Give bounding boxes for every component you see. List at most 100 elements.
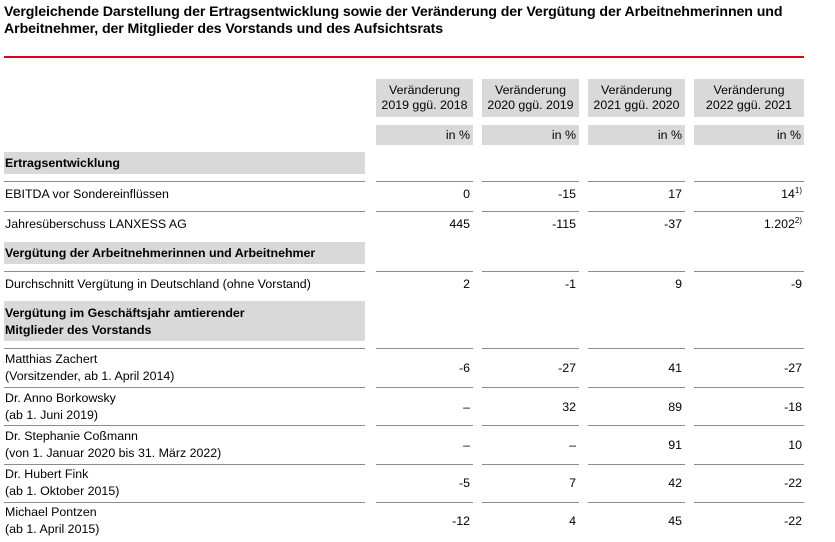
row-divider <box>694 387 804 388</box>
row-divider <box>376 181 473 182</box>
cell-value: 89 <box>668 400 682 414</box>
row-divider <box>694 211 804 212</box>
cell-value: -27 <box>558 361 576 375</box>
board-member-tenure: (ab 1. April 2015) <box>5 522 100 536</box>
row-divider <box>588 181 685 182</box>
cell-value: 1.202 <box>763 217 795 231</box>
cell-value: 10 <box>788 438 802 452</box>
column-header-line2: 2022 ggü. 2021 <box>705 98 793 112</box>
row-divider <box>4 502 365 503</box>
row-divider <box>482 387 579 388</box>
cell-value: – <box>463 400 470 414</box>
row-label-ebitda: EBITDA vor Sondereinflüssen <box>5 187 169 201</box>
cell-value: 42 <box>668 476 682 490</box>
row-divider <box>482 348 579 349</box>
row-divider <box>694 425 804 426</box>
cell-value: 4 <box>569 514 576 528</box>
cell-value: 14 <box>781 187 795 201</box>
row-label-board-member: Michael Pontzen (ab 1. April 2015) <box>4 504 365 538</box>
row-divider <box>482 271 579 272</box>
board-member-name: Dr. Stephanie Coßmann <box>5 429 138 443</box>
row-divider <box>4 425 365 426</box>
cell-value: -37 <box>664 217 682 231</box>
cell-value: -6 <box>458 361 470 375</box>
row-divider <box>482 502 579 503</box>
row-divider <box>4 348 365 349</box>
cell-value: -1 <box>564 277 576 291</box>
row-divider <box>694 348 804 349</box>
row-divider <box>588 425 685 426</box>
board-member-tenure: (Vorsitzender, ab 1. April 2014) <box>5 369 175 383</box>
board-member-tenure: (von 1. Januar 2020 bis 31. März 2022) <box>5 446 222 460</box>
row-label-durchschnitt: Durchschnitt Vergütung in Deutschland (o… <box>5 277 311 291</box>
row-divider <box>588 502 685 503</box>
column-unit: in % <box>588 125 685 145</box>
column-header-line1: Veränderung <box>495 83 566 97</box>
cell-value: 7 <box>569 476 576 490</box>
row-divider <box>588 211 685 212</box>
row-divider <box>694 271 804 272</box>
row-divider <box>376 271 473 272</box>
footnote-marker: 2) <box>794 216 802 225</box>
board-member-name: Michael Pontzen <box>5 505 97 519</box>
column-header-line1: Veränderung <box>389 83 460 97</box>
cell-value: -9 <box>790 277 802 291</box>
cell-value: -18 <box>784 400 802 414</box>
row-divider <box>376 464 473 465</box>
row-divider <box>376 211 473 212</box>
column-unit: in % <box>482 125 579 145</box>
section-ertragsentwicklung: Ertragsentwicklung <box>4 152 365 174</box>
column-unit: in % <box>694 125 804 145</box>
section-title-line2: Mitglieder des Vorstands <box>5 323 152 337</box>
row-divider <box>4 387 365 388</box>
column-header-2020: Veränderung 2020 ggü. 2019 <box>482 79 579 117</box>
row-divider <box>376 502 473 503</box>
row-divider <box>376 387 473 388</box>
row-label-board-member: Dr. Anno Borkowsky (ab 1. Juni 2019) <box>4 390 365 424</box>
row-divider <box>482 181 579 182</box>
column-header-line1: Veränderung <box>601 83 672 97</box>
column-unit: in % <box>376 125 473 145</box>
row-label-board-member: Dr. Stephanie Coßmann (von 1. Januar 202… <box>4 428 365 462</box>
board-member-name: Matthias Zachert <box>5 352 98 366</box>
section-arbeitnehmer-verguetung: Vergütung der Arbeitnehmerinnen und Arbe… <box>4 242 365 264</box>
cell-value-with-footnote: 1.2022) <box>694 216 802 233</box>
row-divider <box>588 271 685 272</box>
board-member-tenure: (ab 1. Oktober 2015) <box>5 484 120 498</box>
cell-value: -22 <box>784 476 802 490</box>
row-label-jahresueberschuss: Jahresüberschuss LANXESS AG <box>5 217 187 231</box>
section-title-line1: Vergütung im Geschäftsjahr amtierender <box>5 306 245 320</box>
column-header-line2: 2020 ggü. 2019 <box>487 98 574 112</box>
cell-value-with-footnote: 141) <box>694 186 802 203</box>
row-divider <box>588 464 685 465</box>
row-divider <box>482 425 579 426</box>
cell-value: -22 <box>784 514 802 528</box>
title-rule <box>4 56 804 58</box>
page-title: Vergleichende Darstellung der Ertragsent… <box>4 4 783 37</box>
board-member-name: Dr. Anno Borkowsky <box>5 391 116 405</box>
section-vorstand-verguetung: Vergütung im Geschäftsjahr amtierender M… <box>4 301 365 341</box>
row-divider <box>588 348 685 349</box>
cell-value: 45 <box>668 514 682 528</box>
row-divider <box>482 464 579 465</box>
cell-value: -15 <box>558 187 576 201</box>
cell-value: – <box>463 438 470 452</box>
cell-value: 17 <box>668 187 682 201</box>
column-header-2019: Veränderung 2019 ggü. 2018 <box>376 79 473 117</box>
cell-value: -27 <box>784 361 802 375</box>
row-label-board-member: Matthias Zachert (Vorsitzender, ab 1. Ap… <box>4 351 365 385</box>
row-divider <box>376 348 473 349</box>
row-divider <box>694 464 804 465</box>
row-divider <box>4 181 365 182</box>
cell-value: 2 <box>463 277 470 291</box>
cell-value: 91 <box>668 438 682 452</box>
cell-value: -12 <box>452 514 470 528</box>
column-header-2022: Veränderung 2022 ggü. 2021 <box>694 79 804 117</box>
row-divider <box>588 387 685 388</box>
column-header-2021: Veränderung 2021 ggü. 2020 <box>588 79 685 117</box>
footnote-marker: 1) <box>794 186 802 195</box>
row-divider <box>482 211 579 212</box>
column-header-line2: 2019 ggü. 2018 <box>381 98 468 112</box>
cell-value: 0 <box>463 187 470 201</box>
cell-value: -115 <box>552 217 576 231</box>
